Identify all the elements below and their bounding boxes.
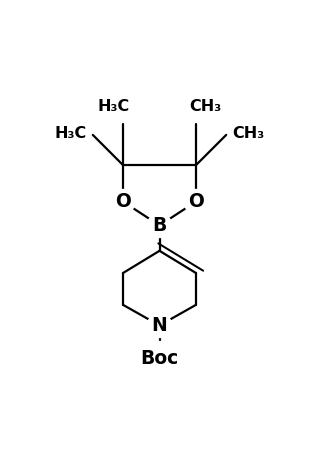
Text: B: B — [152, 216, 167, 235]
Circle shape — [184, 189, 208, 214]
Text: N: N — [152, 316, 167, 335]
Text: CH₃: CH₃ — [189, 99, 222, 114]
Circle shape — [147, 213, 172, 237]
Text: O: O — [188, 192, 204, 211]
Text: H₃C: H₃C — [97, 99, 130, 114]
Text: H₃C: H₃C — [54, 126, 86, 141]
Text: Boc: Boc — [140, 349, 179, 368]
Text: CH₃: CH₃ — [233, 126, 265, 141]
Circle shape — [111, 189, 135, 214]
Text: O: O — [115, 192, 131, 211]
Circle shape — [147, 313, 172, 337]
